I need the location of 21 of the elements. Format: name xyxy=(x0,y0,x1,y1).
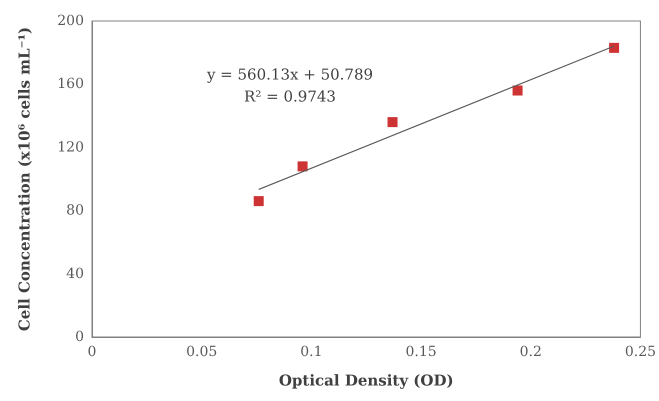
point xyxy=(609,42,620,53)
x-tick-label: 0 xyxy=(88,344,96,360)
y-tick-label: 120 xyxy=(57,139,84,156)
x-tick-label: 0.05 xyxy=(186,344,218,360)
point xyxy=(388,117,398,128)
y-tick-label: 0 xyxy=(75,329,84,345)
point xyxy=(512,86,523,96)
x-axis-title: Optical Density (OD) xyxy=(278,372,454,390)
x-tick-label: 0.2 xyxy=(520,344,542,360)
y-tick-label: 200 xyxy=(57,13,84,29)
x-tick-label: 0.25 xyxy=(624,344,656,360)
y-tick-label: 40 xyxy=(66,266,84,282)
annotation: R² = 0.9743 xyxy=(244,88,336,106)
y-tick-label: 80 xyxy=(66,202,84,219)
x-tick-label: 0.15 xyxy=(405,344,437,360)
y-tick-label: 160 xyxy=(57,76,84,92)
annotation: y = 560.13x + 50.789 xyxy=(206,66,374,84)
x-tick-label: 0.1 xyxy=(300,344,322,360)
point xyxy=(298,161,308,172)
point xyxy=(254,196,264,206)
y-axis-title: Cell Concentration (x10⁶ cells mL⁻¹) xyxy=(16,26,34,332)
